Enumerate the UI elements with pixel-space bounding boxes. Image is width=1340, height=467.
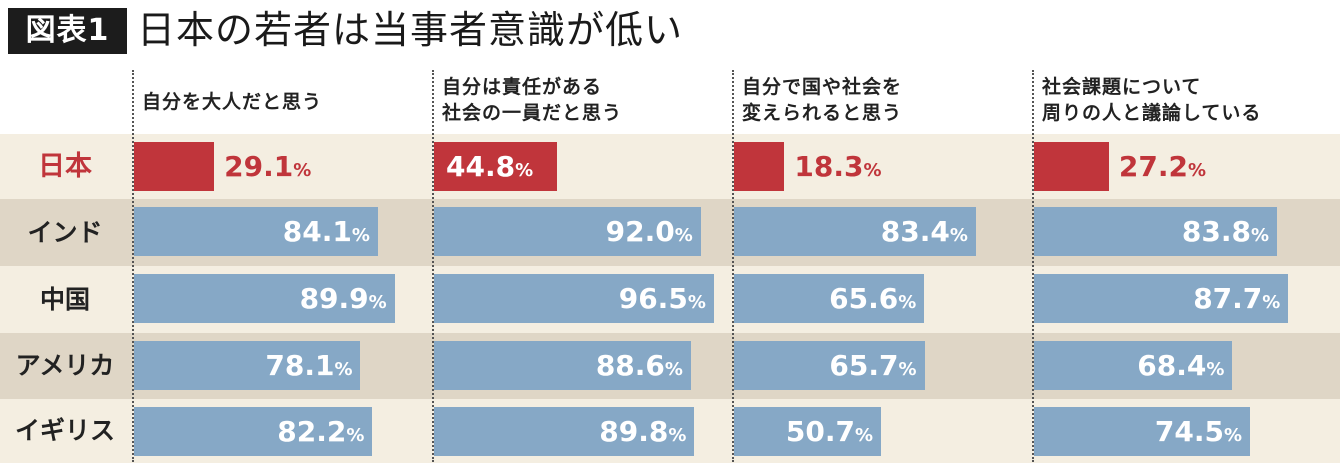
bar [1034,142,1109,191]
row-band [0,134,1340,199]
data-label: 74.5% [1154,415,1243,448]
row-label: インド [27,217,103,247]
panel-title: 社会課題について 周りの人と議論している [1042,76,1262,124]
panel-title: 自分で国や社会を 変えられると思う [742,76,903,124]
bar [434,274,714,323]
data-label: 65.7% [829,349,917,382]
bar [434,142,558,191]
data-label: 88.6% [595,349,683,382]
data-label: 68.4% [1137,349,1225,382]
data-label: 89.8% [599,415,687,448]
data-label: 92.0% [605,215,693,248]
data-label: 84.1% [282,215,370,248]
column-divider [1032,70,1034,462]
figure-badge: 図表1 [8,8,127,54]
column-divider [132,70,134,462]
panel-title: 自分を大人だと思う [142,91,323,113]
bar [734,142,785,191]
bar [1034,407,1251,456]
bar [434,341,691,390]
column-divider [732,70,734,462]
data-label: 27.2% [1118,150,1207,183]
data-label: 87.7% [1193,282,1281,315]
data-label: 82.2% [277,415,365,448]
bar [134,407,373,456]
row-label: イギリス [14,416,115,445]
bar [1034,207,1278,256]
row-label: アメリカ [15,351,115,380]
data-label: 89.9% [299,282,387,315]
column-divider [432,70,434,462]
bar [734,207,976,256]
bar [734,341,925,390]
row-label: 中国 [39,284,90,314]
bar [1034,274,1289,323]
bar [434,407,695,456]
data-label: 50.7% [785,415,874,448]
data-label: 44.8% [446,150,534,183]
panel-title: 自分は責任がある 社会の一員だと思う [442,76,623,124]
chart-title: 日本の若者は当事者意識が低い [137,8,684,52]
bar [734,407,882,456]
bar [134,142,215,191]
bar [734,274,925,323]
data-label: 78.1% [265,349,353,382]
row-label: 日本 [38,150,92,182]
bar [134,341,361,390]
data-label: 65.6% [829,282,917,315]
bar [434,207,701,256]
data-label: 96.5% [618,282,706,315]
bar [134,207,378,256]
data-label: 18.3% [794,150,882,183]
data-label: 29.1% [224,150,312,183]
data-label: 83.4% [880,215,968,248]
bar [1034,341,1233,390]
data-label: 83.8% [1181,215,1270,248]
bar [134,274,395,323]
